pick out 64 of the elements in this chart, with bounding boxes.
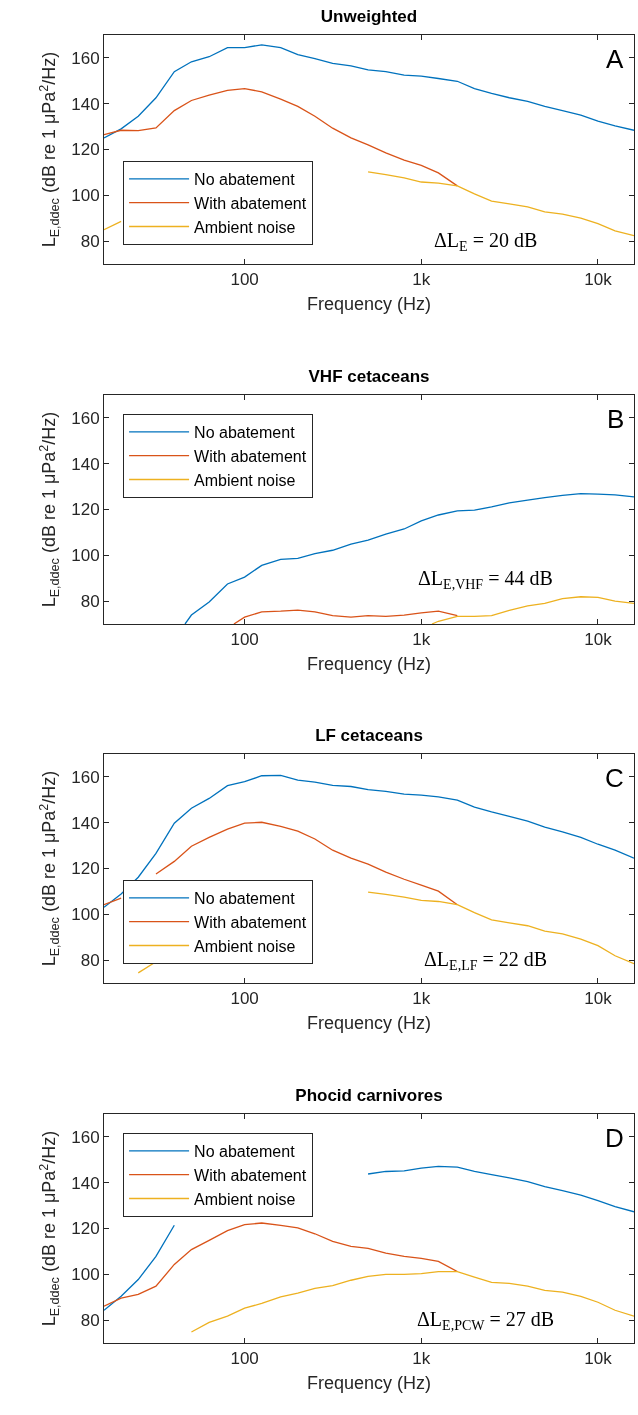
y-tick-label: 120 — [71, 140, 100, 160]
x-tick-label: 1k — [412, 989, 431, 1009]
x-tick-label: 10k — [584, 989, 613, 1009]
y-tick-label: 80 — [80, 951, 100, 971]
line-series — [190, 1270, 634, 1333]
legend-label: Ambient noise — [194, 471, 296, 489]
x-tick-label: 100 — [230, 989, 259, 1009]
legend-label: With abatement — [194, 913, 307, 931]
chart-title: VHF cetaceans — [308, 366, 430, 386]
annotation: C — [605, 763, 624, 793]
chart-title: Unweighted — [320, 6, 418, 26]
y-tick-label: 100 — [71, 545, 100, 565]
line-series — [104, 1221, 458, 1307]
y-tick-label: 160 — [71, 1127, 100, 1147]
x-tick-label: 10k — [584, 1348, 613, 1368]
y-tick-label: 140 — [71, 1173, 100, 1193]
x-axis-title: Frequency (Hz) — [306, 1012, 432, 1033]
x-tick-label: 1k — [412, 1348, 431, 1368]
x-tick-label: 10k — [584, 270, 613, 290]
legend-label: Ambient noise — [194, 1190, 296, 1208]
annotation: ΔL$_{E,LF}$ = 22 dB — [424, 948, 548, 974]
x-tick-label: 100 — [230, 270, 259, 290]
y-tick-label: 160 — [71, 408, 100, 428]
x-tick-label: 10k — [584, 629, 613, 649]
x-tick-label: 1k — [412, 270, 431, 290]
y-tick-label: 120 — [71, 1218, 100, 1238]
annotation: D — [605, 1122, 624, 1153]
y-tick-label: 140 — [71, 94, 100, 114]
chart-title: LF cetaceans — [315, 725, 423, 745]
x-tick-label: 100 — [230, 629, 259, 649]
x-axis-title: Frequency (Hz) — [306, 653, 432, 673]
legend-label: Ambient noise — [194, 218, 296, 236]
annotation: ΔL$_{E,VHF}$ = 44 dB — [418, 566, 553, 592]
legend-label: Ambient noise — [194, 937, 296, 955]
legend-label: With abatement — [194, 194, 307, 212]
x-tick-label: 1k — [412, 629, 431, 649]
legend-label: With abatement — [194, 447, 307, 465]
y-tick-label: 80 — [80, 591, 100, 611]
annotation: ΔL$_{E,PCW}$ = 27 dB — [417, 1307, 555, 1333]
x-axis-title: Frequency (Hz) — [306, 1372, 432, 1392]
y-tick-label: 80 — [80, 1310, 100, 1330]
y-tick-label: 100 — [71, 1264, 100, 1284]
y-tick-label: 160 — [71, 48, 100, 68]
y-tick-label: 140 — [71, 454, 100, 474]
line-series — [104, 87, 458, 187]
annotation: B — [607, 403, 625, 434]
x-tick-label: 100 — [230, 1348, 259, 1368]
y-tick-label: 140 — [71, 813, 100, 833]
y-tick-label: 80 — [80, 232, 100, 252]
legend-label: No abatement — [194, 1142, 296, 1160]
y-tick-label: 120 — [71, 859, 100, 879]
annotation: ΔL$_{E}$ = 20 dB — [434, 229, 538, 255]
y-tick-label: 100 — [71, 186, 100, 206]
y-tick-label: 120 — [71, 499, 100, 519]
legend-label: No abatement — [194, 171, 296, 189]
legend-label: No abatement — [194, 423, 296, 441]
legend-label: With abatement — [194, 1166, 307, 1184]
line-series — [104, 44, 634, 139]
legend-label: No abatement — [194, 890, 296, 908]
x-axis-title: Frequency (Hz) — [306, 293, 432, 314]
chart-title: Phocid carnivores — [295, 1085, 443, 1105]
annotation: A — [606, 44, 624, 74]
y-tick-label: 160 — [71, 767, 100, 787]
y-tick-label: 100 — [71, 905, 100, 925]
